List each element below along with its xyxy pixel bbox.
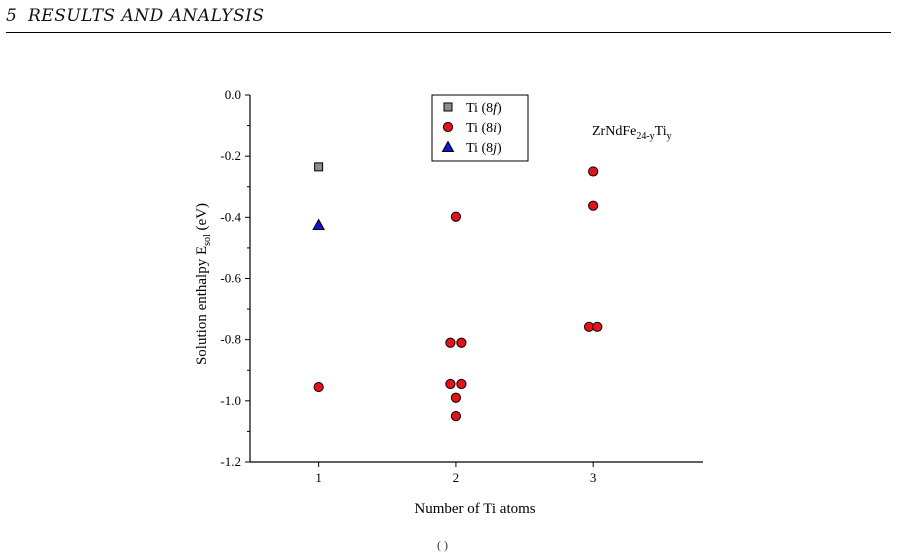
formula-annotation: ZrNdFe24-yTiy (592, 124, 672, 142)
legend-label: Ti (8f) (466, 101, 502, 116)
footer-fragment: ( ) (437, 538, 448, 552)
formula-base: ZrNdFe (592, 124, 636, 139)
data-point-circle (588, 166, 599, 177)
y-tick-label: -0.6 (220, 271, 241, 286)
y-axis-title: Solution enthalpy Esol (eV) (194, 203, 213, 365)
data-point-circle (450, 411, 462, 422)
section-title: RESULTS AND ANALYSIS (28, 6, 265, 26)
formula-subscript-1: 24-y (636, 131, 654, 142)
y-tick-label: -0.4 (220, 209, 241, 224)
data-point-circle (445, 378, 456, 390)
y-axis-title-unit: (eV) (194, 203, 210, 234)
y-tick-label: -0.8 (220, 332, 241, 347)
y-axis-title-main: Solution enthalpy E (194, 246, 210, 365)
x-tick-label: 1 (315, 470, 322, 485)
y-tick-label: -1.2 (220, 454, 241, 469)
data-point-circle (450, 211, 462, 222)
legend-label: Ti (8i) (466, 121, 502, 136)
data-point-circle (588, 200, 599, 211)
data-point-circle (445, 337, 456, 348)
section-header: 5 RESULTS AND ANALYSIS (6, 6, 891, 33)
data-point-circle (313, 381, 324, 393)
chart-legend: Ti (8f) Ti (8i) Ti (8j) (431, 94, 529, 162)
y-tick-label: -0.2 (220, 148, 241, 163)
x-tick-label: 3 (590, 470, 597, 485)
x-tick-label: 2 (453, 470, 460, 485)
data-point-circle (450, 392, 462, 403)
legend-marker (441, 140, 455, 152)
legend-marker (443, 102, 453, 112)
data-point-triangle (312, 218, 325, 230)
data-point-circle (456, 378, 467, 390)
y-axis-title-subscript: sol (202, 234, 213, 246)
y-tick-label: -1.0 (220, 393, 241, 408)
data-point-circle (456, 337, 467, 348)
chart-ticks: 0.0 -0.2 -0.4 -0.6 -0.8 -1.0 -1.2 1 2 3 (220, 87, 596, 485)
section-number: 5 (6, 6, 18, 26)
x-axis-title: Number of Ti atoms (414, 501, 535, 517)
formula-mid: Ti (655, 124, 667, 139)
y-tick-label: 0.0 (225, 87, 241, 102)
chart-points (312, 162, 603, 422)
data-point-circle (592, 321, 603, 332)
formula-subscript-2: y (667, 131, 672, 142)
data-point-square (314, 162, 324, 172)
legend-marker (442, 121, 454, 133)
legend-label: Ti (8j) (466, 141, 502, 156)
